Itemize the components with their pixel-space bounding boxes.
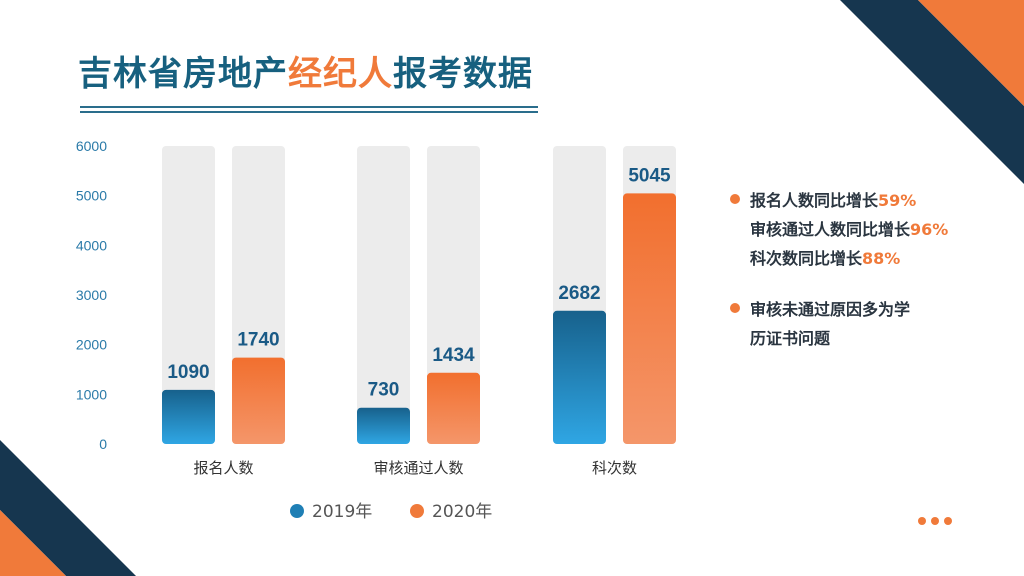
bullet-dot — [730, 303, 740, 313]
category-label: 审核通过人数 — [373, 459, 463, 477]
data-label: 1434 — [432, 345, 475, 366]
note-line-3: 科次数同比增长88% — [750, 244, 1018, 273]
y-tick-label: 5000 — [76, 188, 107, 204]
data-label: 1740 — [237, 330, 279, 351]
bottom-left-navy-stripe — [0, 440, 136, 576]
legend-label: 2020年 — [432, 502, 492, 522]
bar-chart: 0 1000 2000 3000 4000 5000 6000 1090 1740 报名人数 730… — [76, 138, 676, 522]
title-part-2-highlight: 经纪人 — [288, 54, 393, 94]
notes-panel: 报名人数同比增长59% 审核通过人数同比增长96% 科次数同比增长88% 审核未… — [728, 186, 1018, 375]
title-underline-1 — [80, 106, 538, 108]
title-block: 吉林省房地产经纪人报考数据 — [78, 52, 533, 96]
bar — [162, 389, 215, 444]
more-dots-decoration — [918, 510, 957, 529]
top-right-orange-corner — [918, 0, 1024, 106]
bar-track — [162, 146, 215, 444]
y-tick-label: 4000 — [76, 237, 107, 253]
data-label: 5045 — [628, 165, 671, 186]
category-label: 报名人数 — [193, 459, 253, 477]
note-growth: 报名人数同比增长59% 审核通过人数同比增长96% 科次数同比增长88% — [728, 186, 1018, 273]
legend-marker — [410, 504, 424, 518]
data-label: 1090 — [167, 362, 209, 383]
note-percent: 96% — [910, 220, 949, 239]
note-percent: 59% — [878, 191, 917, 210]
note-line-1: 审核未通过原因多为学 — [750, 300, 911, 319]
data-label: 730 — [368, 380, 400, 401]
bullet-dot — [730, 194, 740, 204]
y-tick-label: 0 — [99, 436, 107, 452]
y-tick-label: 6000 — [76, 138, 107, 154]
note-text: 审核通过人数同比增长 — [750, 220, 911, 239]
note-percent: 88% — [862, 249, 901, 268]
bar — [427, 372, 480, 444]
top-right-navy-stripe — [840, 0, 1024, 184]
note-text: 科次数同比增长 — [750, 249, 863, 268]
bottom-left-orange-corner — [0, 510, 66, 576]
data-label: 2682 — [558, 283, 600, 304]
note-rejection-reason: 审核未通过原因多为学 历证书问题 — [728, 295, 1018, 353]
title-part-3: 报考数据 — [393, 54, 533, 94]
legend-label: 2019年 — [312, 502, 372, 522]
legend-marker — [290, 504, 304, 518]
y-tick-label: 3000 — [76, 287, 107, 303]
note-line-1: 报名人数同比增长59% — [750, 186, 1018, 215]
note-line-2: 审核通过人数同比增长96% — [750, 215, 1018, 244]
bar — [232, 357, 285, 444]
dot — [918, 517, 926, 525]
bar — [623, 193, 676, 444]
bar — [553, 310, 606, 444]
category-label: 科次数 — [592, 459, 637, 477]
dot — [931, 517, 939, 525]
title-part-1: 吉林省房地产 — [78, 54, 288, 94]
bar-track — [357, 146, 410, 444]
dot — [944, 517, 952, 525]
note-text: 报名人数同比增长 — [750, 191, 879, 210]
y-tick-label: 1000 — [76, 386, 107, 402]
note-line-2: 历证书问题 — [750, 329, 831, 348]
title-underline-2 — [80, 111, 538, 113]
bar-track — [427, 146, 480, 444]
page-title: 吉林省房地产经纪人报考数据 — [78, 52, 533, 96]
bar — [357, 407, 410, 444]
y-tick-label: 2000 — [76, 337, 107, 353]
